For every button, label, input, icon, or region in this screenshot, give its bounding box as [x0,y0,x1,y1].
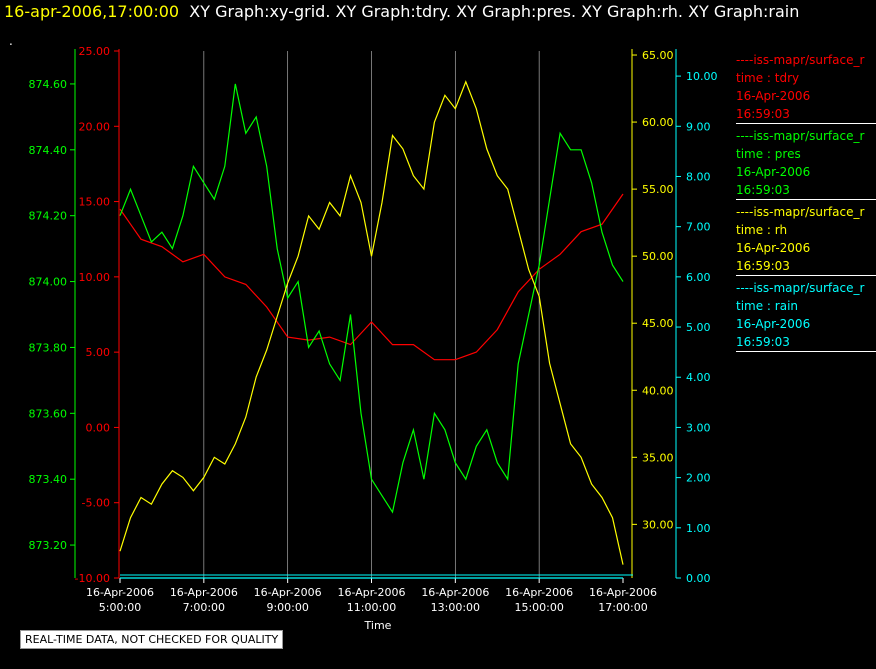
legend-var: time : pres [736,147,801,161]
legend-time: 16:59:03 [736,107,790,121]
rh-tick-label: 65.00 [642,49,674,62]
x-gridlines [203,51,540,578]
legend-var: time : tdry [736,71,800,85]
rain-tick-label: 9.00 [686,120,711,133]
quality-disclaimer: REAL-TIME DATA, NOT CHECKED FOR QUALITY [20,630,284,649]
x-tick-label-date: 16-Apr-2006 [337,586,405,599]
rh-tick-label: 50.00 [642,250,674,263]
tdry-tick-label: 10.00 [79,271,111,284]
rain-tick-label: 7.00 [686,221,711,234]
pres-tick-label: 873.40 [29,473,68,486]
header-dot: . [9,34,13,48]
pres-tick-label: 873.60 [29,407,68,420]
pres-tick-label: 873.20 [29,539,68,552]
x-tick-label-time: 5:00:00 [99,601,141,614]
legend-time: 16:59:03 [736,335,790,349]
y-axes: 873.20 873.40 873.60 873.80 874.00 874.20 874.… [29,45,718,585]
rain-tick-label: 10.00 [686,70,718,83]
tdry-tick-label: -5.00 [82,497,110,510]
header-timestamp: 16-apr-2006,17:00:00 [4,2,180,21]
legend-name: ----iss-mapr/surface_r [736,281,865,295]
rain-tick-label: 3.00 [686,421,711,434]
tdry-tick-label: 25.00 [79,45,111,58]
series-pres [119,83,624,514]
x-tick-label-date: 16-Apr-2006 [86,586,154,599]
pres-tick-label: 874.20 [29,210,68,223]
rain-tick-label: 1.00 [686,522,711,535]
rh-tick-label: 40.00 [642,384,674,397]
legend-date: 16-Apr-2006 [736,241,811,255]
x-tick-label-date: 16-Apr-2006 [505,586,573,599]
tdry-tick-label: 15.00 [79,196,111,209]
legend-date: 16-Apr-2006 [736,317,811,331]
pres-tick-label: 874.00 [29,276,68,289]
x-axis: 16-Apr-2006 5:00:00 16-Apr-2006 7:00:00 16-A… [86,574,657,614]
rh-tick-label: 55.00 [642,183,674,196]
legend-time: 16:59:03 [736,183,790,197]
x-axis-label: Time [364,619,392,632]
x-tick-label-date: 16-Apr-2006 [589,586,657,599]
rain-tick-label: 8.00 [686,170,711,183]
rain-tick-label: 2.00 [686,472,711,485]
rh-tick-label: 45.00 [642,317,674,330]
graph-header: 16-apr-2006,17:00:00 XY Graph:xy-grid. X… [4,2,799,21]
legend-var: time : rain [736,299,799,313]
rain-tick-label: 6.00 [686,271,711,284]
x-tick-label-time: 11:00:00 [347,601,396,614]
pres-tick-label: 874.60 [29,78,68,91]
tdry-tick-label: -10.00 [75,572,110,585]
x-tick-label-time: 9:00:00 [266,601,308,614]
tdry-tick-label: 0.00 [86,421,111,434]
rain-tick-label: 5.00 [686,321,711,334]
x-tick-label-time: 17:00:00 [598,601,647,614]
legend-date: 16-Apr-2006 [736,165,811,179]
legend-name: ----iss-mapr/surface_r [736,205,865,219]
tdry-tick-label: 5.00 [86,346,111,359]
series-rh [119,80,624,565]
x-tick-label-date: 16-Apr-2006 [254,586,322,599]
series-tdry [119,193,624,361]
x-tick-label-date: 16-Apr-2006 [170,586,238,599]
rh-tick-label: 35.00 [642,451,674,464]
rh-tick-label: 60.00 [642,116,674,129]
header-graph-titles: XY Graph:xy-grid. XY Graph:tdry. XY Grap… [189,2,800,21]
pres-tick-label: 874.40 [29,144,68,157]
series-lines [119,80,624,579]
legend-name: ----iss-mapr/surface_r [736,129,865,143]
pres-tick-label: 873.80 [29,341,68,354]
tdry-tick-label: 20.00 [79,120,111,133]
legend-name: ----iss-mapr/surface_r [736,53,865,67]
x-tick-label-time: 7:00:00 [183,601,225,614]
x-tick-label-time: 13:00:00 [431,601,480,614]
legend: ----iss-mapr/surface_r time : tdry 16-Apr-… [736,48,876,352]
legend-date: 16-Apr-2006 [736,89,811,103]
rain-tick-label: 0.00 [686,572,711,585]
legend-time: 16:59:03 [736,259,790,273]
legend-var: time : rh [736,223,788,237]
x-tick-label-date: 16-Apr-2006 [421,586,489,599]
rain-tick-label: 4.00 [686,371,711,384]
x-tick-label-time: 15:00:00 [514,601,563,614]
rh-tick-label: 30.00 [642,518,674,531]
